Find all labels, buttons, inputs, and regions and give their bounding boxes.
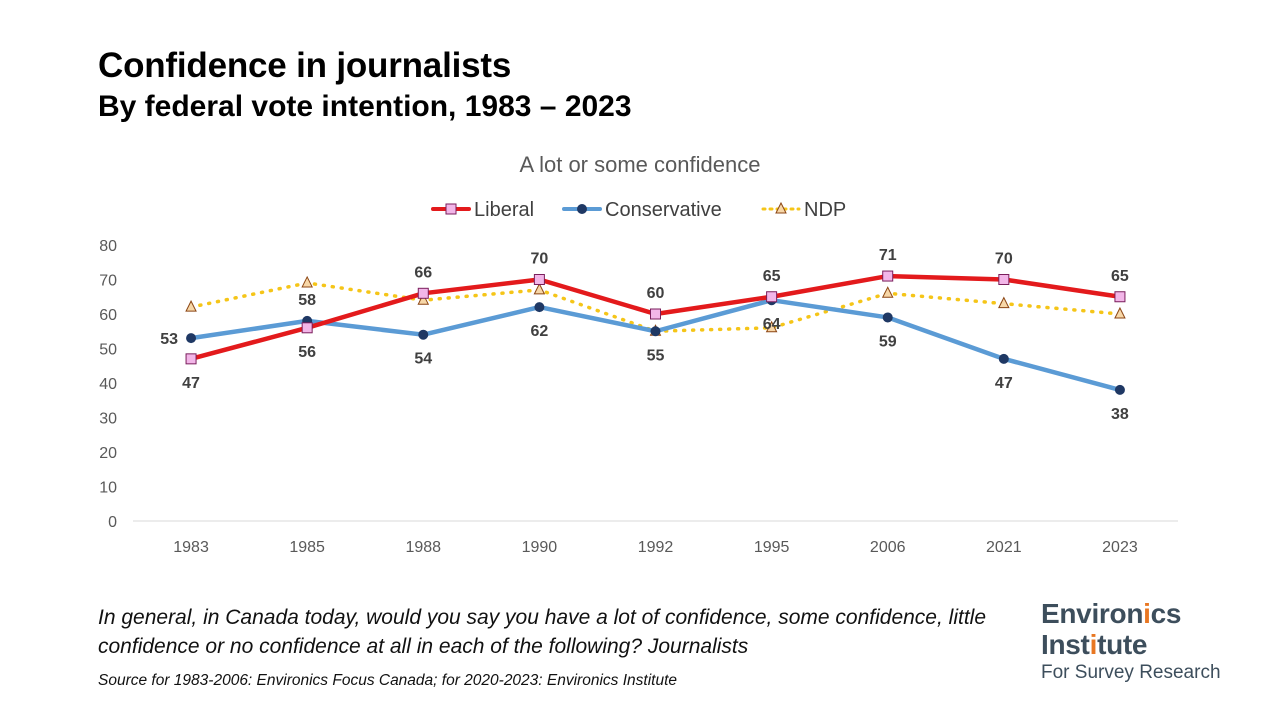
- point-ndp: [1114, 306, 1126, 319]
- x-tick-label: 1990: [522, 539, 558, 556]
- point-conservative: [882, 312, 893, 323]
- logo-line-3: For Survey Research: [1041, 662, 1221, 683]
- legend-label-conservative: Conservative: [605, 199, 722, 221]
- plot-title: A lot or some confidence: [520, 152, 761, 177]
- x-tick-label: 2023: [1102, 539, 1138, 556]
- legend-label-ndp: NDP: [804, 199, 846, 221]
- point-liberal: [185, 353, 197, 365]
- point-ndp: [765, 320, 778, 333]
- y-tick-label: 20: [99, 445, 117, 462]
- x-tick-label: 1995: [754, 539, 790, 556]
- chart-title: Confidence in journalists: [98, 46, 512, 85]
- y-tick-label: 40: [99, 376, 117, 393]
- point-conservative: [534, 302, 545, 313]
- legend-marker-ndp: [775, 201, 787, 214]
- data-label-liberal: 70: [530, 251, 548, 268]
- point-ndp: [301, 275, 313, 288]
- x-tick-label: 2021: [986, 539, 1022, 556]
- x-tick-label: 2006: [870, 539, 906, 556]
- legend-marker-liberal: [445, 203, 457, 215]
- data-label-conservative: 38: [1111, 406, 1129, 423]
- y-tick-label: 80: [99, 238, 117, 255]
- y-tick-label: 30: [99, 411, 117, 428]
- x-tick-label: 1985: [289, 539, 325, 556]
- point-ndp: [881, 286, 894, 298]
- data-label-liberal: 71: [879, 247, 897, 264]
- line-chart: A lot or some confidence Liberal Conservat…: [99, 152, 1178, 556]
- point-ndp: [533, 282, 546, 295]
- point-ndp: [998, 296, 1010, 309]
- y-tick-label: 70: [99, 273, 117, 290]
- y-tick-label: 0: [108, 514, 117, 531]
- chart-subtitle: By federal vote intention, 1983 – 2023: [98, 90, 632, 123]
- legend-label-liberal: Liberal: [474, 199, 534, 221]
- point-ndp: [185, 299, 197, 312]
- data-label-liberal: 66: [414, 264, 432, 281]
- data-label-conservative: 58: [298, 292, 316, 309]
- data-label-conservative: 47: [995, 375, 1013, 392]
- y-tick-label: 10: [99, 480, 117, 497]
- point-conservative: [186, 333, 197, 344]
- point-liberal: [766, 291, 778, 303]
- point-liberal: [301, 322, 313, 334]
- data-label-liberal: 56: [298, 344, 316, 361]
- data-label-conservative: 59: [879, 333, 897, 350]
- data-label-conservative: 55: [647, 347, 665, 364]
- source-note: Source for 1983-2006: Environics Focus C…: [98, 672, 677, 689]
- point-liberal: [882, 270, 894, 282]
- x-tick-label: 1992: [638, 539, 674, 556]
- survey-question: In general, in Canada today, would you s…: [98, 606, 986, 658]
- data-label-liberal: 65: [763, 268, 781, 285]
- data-label-liberal: 65: [1111, 268, 1129, 285]
- point-liberal: [1114, 291, 1126, 303]
- data-label-liberal: 47: [182, 375, 200, 392]
- y-tick-label: 60: [99, 307, 117, 324]
- data-label-conservative: 64: [763, 316, 781, 333]
- point-liberal: [998, 274, 1010, 285]
- legend-marker-conservative: [577, 204, 587, 214]
- data-label-liberal: 70: [995, 251, 1013, 268]
- point-conservative: [650, 326, 661, 337]
- point-conservative: [418, 329, 429, 340]
- point-ndp: [417, 293, 430, 305]
- point-conservative: [1114, 384, 1125, 395]
- logo-line-2: Institute: [1041, 629, 1148, 660]
- point-liberal: [417, 287, 429, 299]
- point-conservative: [998, 353, 1009, 364]
- point-liberal: [650, 308, 661, 320]
- data-label-conservative: 54: [414, 351, 432, 368]
- y-tick-label: 50: [99, 342, 117, 359]
- data-label-liberal: 60: [647, 285, 665, 302]
- data-label-conservative: 53: [160, 331, 178, 348]
- x-tick-label: 1988: [405, 539, 441, 556]
- data-label-conservative: 62: [530, 323, 548, 340]
- environics-logo: Environics Institute For Survey Research: [1041, 598, 1221, 685]
- point-liberal: [533, 274, 545, 285]
- x-tick-label: 1983: [173, 539, 209, 556]
- logo-line-1: Environics: [1041, 598, 1182, 629]
